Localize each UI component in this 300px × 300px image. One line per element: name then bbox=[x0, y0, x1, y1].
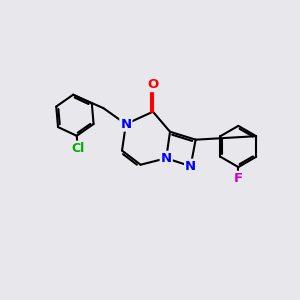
Text: Cl: Cl bbox=[71, 142, 84, 154]
Text: N: N bbox=[185, 160, 196, 173]
Text: O: O bbox=[147, 78, 159, 91]
Text: N: N bbox=[160, 152, 172, 165]
Text: N: N bbox=[120, 118, 131, 130]
Text: F: F bbox=[234, 172, 243, 185]
